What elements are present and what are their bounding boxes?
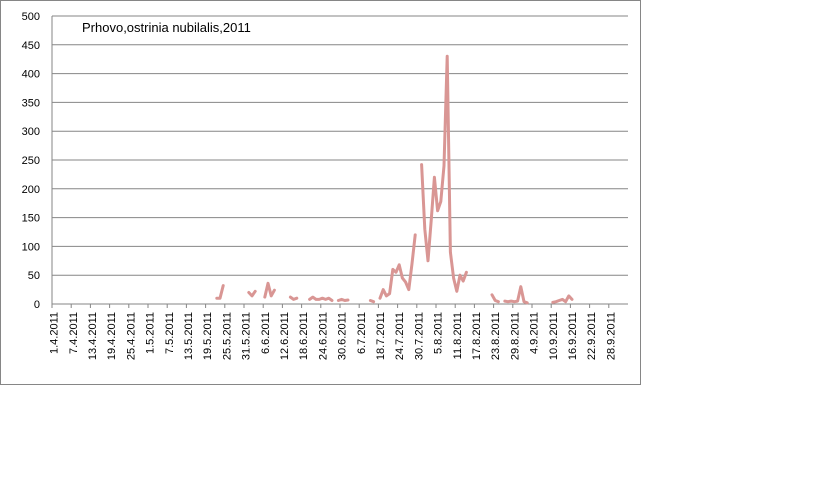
line [378,233,417,300]
x-tick-label: 10.9.2011 [548,312,560,360]
line [263,281,276,299]
x-tick-label: 4.9.2011 [529,312,541,354]
x-tick-label: 11.8.2011 [452,312,464,359]
chart-title: Prhovo,ostrinia nubilalis,2011 [82,20,251,35]
line [490,293,500,304]
y-tick-label: 500 [22,11,40,23]
x-tick-label: 7.4.2011 [68,312,80,354]
line [247,289,257,298]
x-tick-label: 18.7.2011 [375,312,387,360]
y-tick-label: 300 [22,126,40,138]
y-tick-label: 400 [22,69,40,81]
y-tick-label: 450 [22,40,40,52]
y-tick-label: 0 [34,299,40,311]
x-tick-label: 6.7.2011 [356,312,368,354]
x-tick-label: 5.8.2011 [433,312,445,354]
x-tick-label: 24.6.2011 [317,312,329,360]
line [215,284,225,300]
x-tick-label: 18.6.2011 [298,312,310,360]
x-tick-label: 24.7.2011 [394,312,406,360]
x-tick-label: 30.7.2011 [413,312,425,360]
y-tick-label: 200 [22,184,40,196]
line [368,299,376,304]
y-tick-label: 150 [22,213,40,225]
line [288,295,299,301]
x-tick-label: 16.9.2011 [567,312,579,360]
line [551,294,574,304]
x-tick-label: 28.9.2011 [605,312,617,360]
x-tick-label: 22.9.2011 [586,312,598,360]
line [420,54,468,293]
x-tick-label: 13.4.2011 [87,312,99,360]
x-tick-label: 19.4.2011 [106,312,118,360]
y-tick-label: 350 [22,97,40,109]
line [336,297,350,302]
x-tick-label: 30.6.2011 [337,312,349,360]
line [308,295,334,302]
x-tick-label: 1.4.2011 [49,312,61,354]
x-tick-label: 7.5.2011 [164,312,176,354]
chart-border [0,0,641,385]
x-tick-label: 13.5.2011 [183,312,195,360]
x-tick-label: 31.5.2011 [241,312,253,360]
x-tick-label: 25.4.2011 [125,312,137,360]
y-tick-label: 50 [28,270,40,282]
y-tick-label: 250 [22,155,40,167]
x-tick-label: 29.8.2011 [509,312,521,360]
x-tick-label: 12.6.2011 [279,312,291,360]
line [503,285,529,305]
x-tick-label: 17.8.2011 [471,312,483,360]
x-tick-label: 6.6.2011 [260,312,272,354]
x-tick-label: 1.5.2011 [145,312,157,354]
x-tick-label: 19.5.2011 [202,312,214,360]
x-tick-label: 25.5.2011 [221,312,233,360]
y-tick-label: 100 [22,241,40,253]
x-tick-label: 23.8.2011 [490,312,502,360]
